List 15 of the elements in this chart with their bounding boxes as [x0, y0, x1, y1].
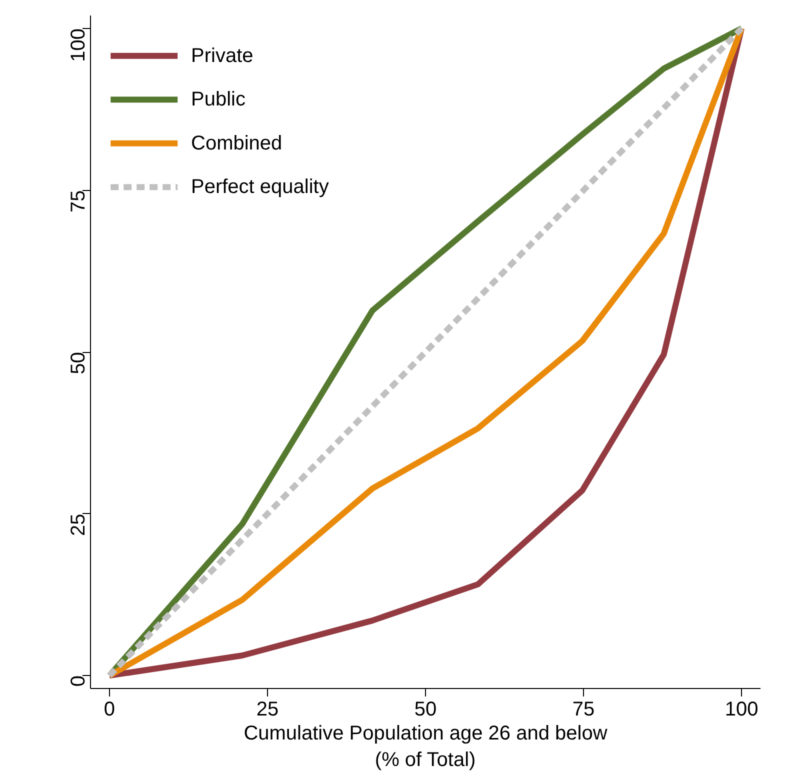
y-tick-label: 50 — [68, 352, 90, 374]
x-tick-label: 75 — [572, 698, 595, 720]
x-tick-label: 25 — [256, 698, 279, 720]
legend-label: Combined — [191, 132, 282, 154]
y-tick-label: 0 — [68, 676, 90, 687]
x-tick-label: 50 — [414, 698, 437, 720]
legend-label: Public — [191, 88, 246, 111]
y-tick-label: 25 — [68, 514, 90, 536]
x-axis-title: Cumulative Population age 26 and below (% of Total) — [244, 722, 608, 771]
x-tick-label: 0 — [104, 698, 116, 720]
y-tick-label: 100 — [68, 28, 90, 62]
x-tick-label: 100 — [724, 698, 758, 720]
y-tick-label: 75 — [68, 190, 90, 212]
legend-label: Private — [191, 44, 254, 67]
legend-label: Perfect equality — [191, 176, 329, 198]
